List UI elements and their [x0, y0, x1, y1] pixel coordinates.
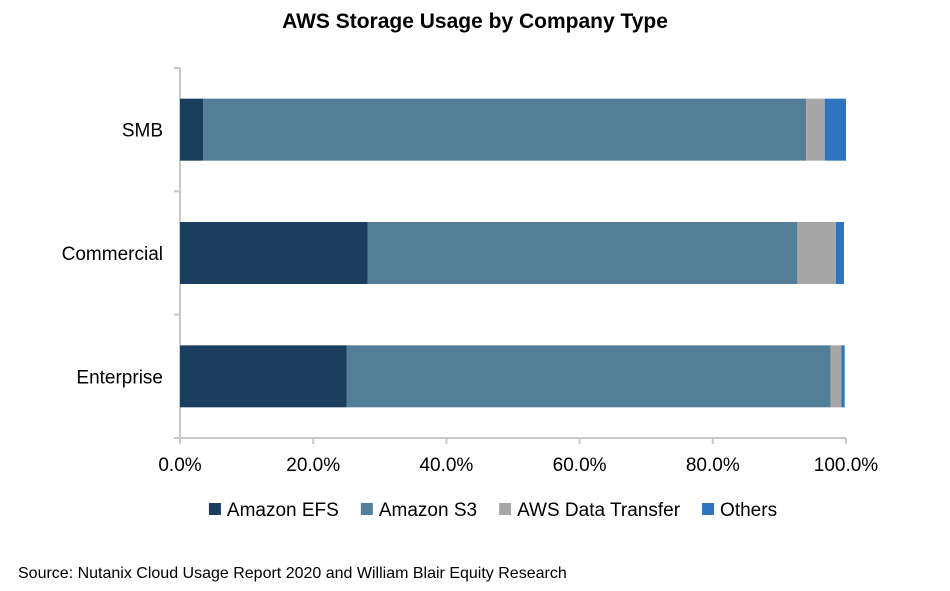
- x-tick-label: 40.0%: [419, 455, 473, 476]
- legend-swatch: [360, 503, 373, 515]
- bar-segment: [830, 345, 842, 408]
- x-tick-label: 80.0%: [686, 455, 740, 476]
- bar-segment: [180, 222, 368, 284]
- category-label: Enterprise: [76, 367, 163, 388]
- bar-segment: [836, 222, 845, 284]
- legend-label: Amazon EFS: [227, 500, 339, 521]
- bar-segment: [806, 98, 825, 161]
- bar-segment: [367, 222, 798, 284]
- x-tick-label: 60.0%: [553, 455, 607, 476]
- bar-segment: [346, 345, 831, 408]
- category-label: SMB: [122, 121, 163, 142]
- category-label: Commercial: [62, 244, 163, 265]
- legend: Amazon EFS Amazon S3 AWS Data Transfer Othe…: [208, 500, 777, 521]
- bar-segment: [180, 345, 347, 408]
- x-tick-label: 100.0%: [814, 455, 879, 476]
- x-tick-label: 0.0%: [158, 455, 201, 476]
- bar-segment: [841, 345, 845, 408]
- bar-segment: [797, 222, 837, 284]
- legend-swatch: [499, 503, 512, 515]
- chart-title: AWS Storage Usage by Company Type: [282, 10, 668, 33]
- legend-swatch: [702, 503, 715, 515]
- legend-swatch: [208, 503, 221, 515]
- legend-label: Others: [720, 500, 777, 521]
- legend-label: AWS Data Transfer: [517, 500, 681, 521]
- plot-area: 0.0% 20.0% 40.0% 60.0% 80.0% 100.0% SMB Commerc…: [62, 67, 879, 476]
- bar-segment: [203, 98, 807, 161]
- bar-segment: [824, 98, 846, 161]
- legend-label: Amazon S3: [379, 500, 477, 521]
- x-tick-label: 20.0%: [286, 455, 340, 476]
- bar-segment: [180, 98, 204, 161]
- source-note: Source: Nutanix Cloud Usage Report 2020 …: [18, 565, 567, 582]
